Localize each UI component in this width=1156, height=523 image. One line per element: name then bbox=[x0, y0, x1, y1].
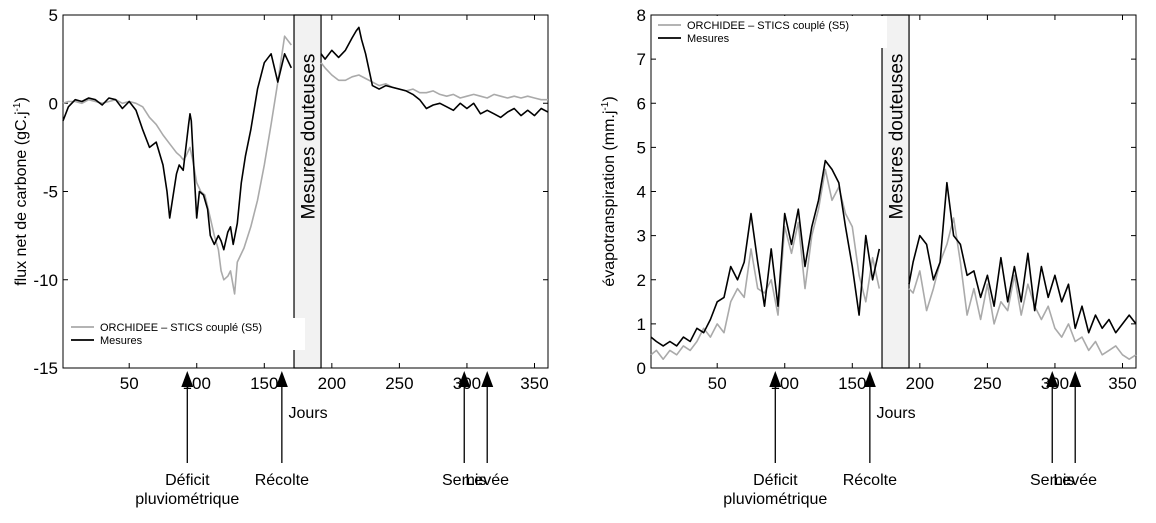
arrow-head bbox=[481, 371, 494, 387]
x-tick-label: 250 bbox=[385, 374, 413, 393]
legend-label: Mesures bbox=[100, 335, 143, 347]
event-label-levee: Levée bbox=[465, 472, 509, 489]
uncertain-label: Mesures douteuses bbox=[299, 54, 320, 220]
event-label-semis: Semis bbox=[1030, 472, 1074, 489]
arrow-head bbox=[458, 371, 471, 387]
y-tick-label: 8 bbox=[637, 6, 646, 25]
y-axis-label: flux net de carbone (gC.j-1) bbox=[12, 97, 30, 286]
legend-label: Mesures bbox=[687, 33, 730, 45]
arrow-head bbox=[275, 371, 288, 387]
x-tick-label: 200 bbox=[318, 374, 346, 393]
series-line-measures-before bbox=[650, 159, 881, 347]
series-line-model-before bbox=[62, 35, 292, 295]
x-tick-label: 150 bbox=[838, 374, 866, 393]
y-tick-label: 0 bbox=[49, 94, 58, 113]
y-tick-label: 4 bbox=[637, 183, 646, 202]
y-tick-label: 5 bbox=[637, 138, 646, 157]
arrow-head bbox=[181, 371, 194, 387]
y-tick-label: 2 bbox=[637, 271, 646, 290]
series-line-measures-after bbox=[908, 181, 1137, 334]
uncertain-band bbox=[881, 14, 910, 369]
legend-label: ORCHIDEE – STICS couplé (S5) bbox=[100, 322, 262, 334]
event-label-deficit: Déficit bbox=[165, 472, 210, 489]
y-axis-label-end: ) bbox=[601, 96, 618, 101]
y-axis-label-main: flux net de carbone (gC.j bbox=[13, 111, 30, 285]
series-line-model-after bbox=[908, 217, 1137, 360]
legend-box bbox=[70, 318, 305, 350]
y-axis-label-exponent: -1 bbox=[600, 101, 611, 110]
uncertain-band bbox=[293, 14, 322, 369]
y-tick-label: -15 bbox=[33, 359, 58, 378]
y-axis-label-main: évapotranspiration (mm.j bbox=[601, 111, 618, 287]
x-tick-label: 200 bbox=[906, 374, 934, 393]
event-label-deficit: pluviométrique bbox=[135, 491, 239, 508]
event-label-deficit: pluviométrique bbox=[723, 491, 827, 508]
arrow-head bbox=[1069, 371, 1082, 387]
x-tick-label: 50 bbox=[120, 374, 139, 393]
arrow-head bbox=[1046, 371, 1059, 387]
uncertain-label: Mesures douteuses bbox=[887, 54, 908, 220]
series-line-model-after bbox=[320, 62, 548, 101]
x-tick-label: 150 bbox=[250, 374, 278, 393]
x-axis-label: Jours bbox=[288, 405, 327, 422]
y-tick-label: 5 bbox=[49, 6, 58, 25]
event-label-levee: Levée bbox=[1053, 472, 1097, 489]
event-label-recolte: Récolte bbox=[843, 472, 897, 489]
x-tick-label: 350 bbox=[1108, 374, 1136, 393]
series-line-measures-before bbox=[62, 53, 293, 251]
legend-label: ORCHIDEE – STICS couplé (S5) bbox=[687, 20, 849, 32]
x-tick-label: 350 bbox=[520, 374, 548, 393]
event-label-semis: Semis bbox=[442, 472, 486, 489]
carbon-flux-panel: Mesures douteuses50100150200250300350-15… bbox=[12, 6, 549, 508]
y-axis-label-exponent: -1 bbox=[12, 102, 23, 111]
x-axis-label: Jours bbox=[876, 405, 915, 422]
series-line-measures-after bbox=[320, 26, 549, 119]
y-tick-label: 7 bbox=[637, 50, 646, 69]
arrow-head bbox=[769, 371, 782, 387]
arrow-head bbox=[863, 371, 876, 387]
y-tick-label: 6 bbox=[637, 94, 646, 113]
y-tick-label: 3 bbox=[637, 227, 646, 246]
x-tick-label: 250 bbox=[973, 374, 1001, 393]
y-tick-label: -5 bbox=[43, 183, 58, 202]
y-tick-label: 1 bbox=[637, 315, 646, 334]
y-tick-label: -10 bbox=[33, 271, 58, 290]
y-tick-label: 0 bbox=[637, 359, 646, 378]
y-axis-label: évapotranspiration (mm.j-1) bbox=[600, 96, 618, 286]
x-tick-label: 50 bbox=[708, 374, 727, 393]
event-label-deficit: Déficit bbox=[753, 472, 798, 489]
evapotranspiration-panel: Mesures douteuses50100150200250300350012… bbox=[600, 6, 1137, 508]
event-label-recolte: Récolte bbox=[255, 472, 309, 489]
legend-box bbox=[657, 16, 887, 48]
y-axis-label-end: ) bbox=[13, 97, 30, 102]
